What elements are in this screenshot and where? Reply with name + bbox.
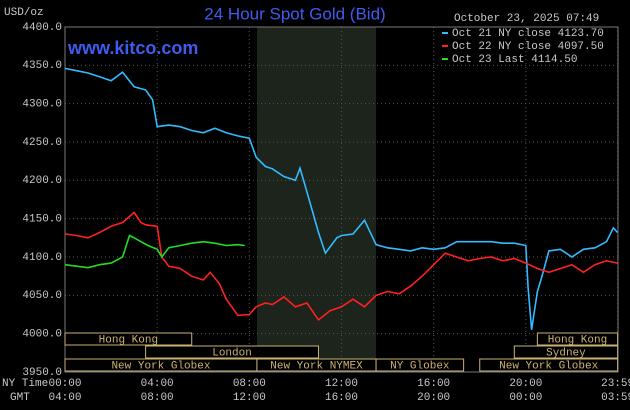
timestamp: October 23, 2025 07:49 xyxy=(454,13,599,25)
y-tick-label: 4400.0 xyxy=(22,22,62,34)
x-tick-label: 16:00 xyxy=(417,378,450,390)
plot-frame xyxy=(64,26,619,373)
chart-title: 24 Hour Spot Gold (Bid) xyxy=(204,4,385,23)
x-axis-label: NY Time xyxy=(2,378,48,390)
x-tick-label: 00:00 xyxy=(48,378,81,390)
y-tick-label: 4300.0 xyxy=(22,99,62,111)
legend-label: Oct 21 NY close 4123.70 xyxy=(452,28,604,40)
x2-tick-label: 04:00 xyxy=(48,392,81,404)
y-tick-label: 4100.0 xyxy=(22,252,62,264)
x2-tick-label: 20:00 xyxy=(417,392,450,404)
x-tick-label: 04:00 xyxy=(141,378,174,390)
shaded-range xyxy=(256,27,377,372)
x-tick-label: 23:59 xyxy=(601,378,630,390)
watermark: www.kitco.com xyxy=(67,38,198,58)
series-line xyxy=(64,211,618,322)
y-tick-label: 4350.0 xyxy=(22,60,62,72)
session-box xyxy=(64,332,193,346)
y-unit: USD/oz xyxy=(4,7,44,19)
session-label: Hong Kong xyxy=(99,334,158,346)
session-box xyxy=(536,332,619,346)
session-label: New York Globex xyxy=(499,360,598,372)
series-line xyxy=(64,67,619,330)
x2-tick-label: 00:00 xyxy=(509,392,542,404)
y-tick-label: 4050.0 xyxy=(22,290,62,302)
x2-tick-label: 16:00 xyxy=(325,392,358,404)
x2-tick-label: 03:59 xyxy=(601,392,630,404)
session-box xyxy=(513,345,619,359)
session-label: NY Globex xyxy=(390,360,450,372)
x2-tick-label: 12:00 xyxy=(233,392,266,404)
y-tick-label: 4200.0 xyxy=(22,175,62,187)
x2-axis-label: GMT xyxy=(10,392,30,404)
y-tick-label: 4150.0 xyxy=(22,214,62,226)
session-box xyxy=(145,345,319,359)
y-tick-label: 4250.0 xyxy=(22,137,62,149)
y-tick-label: 4000.0 xyxy=(22,329,62,341)
x-tick-label: 12:00 xyxy=(325,378,358,390)
x-tick-label: 08:00 xyxy=(233,378,266,390)
session-box xyxy=(375,358,465,372)
y-tick-label: 3950.0 xyxy=(22,367,62,379)
session-label: Hong Kong xyxy=(548,334,607,346)
legend-label: Oct 22 NY close 4097.50 xyxy=(452,41,604,53)
session-label: London xyxy=(212,347,252,359)
x-tick-label: 20:00 xyxy=(509,378,542,390)
session-label: Sydney xyxy=(546,347,586,359)
session-label: New York Globex xyxy=(111,360,210,372)
x2-tick-label: 08:00 xyxy=(141,392,174,404)
series-line xyxy=(64,234,245,269)
session-label: New York NYMEX xyxy=(270,360,363,372)
session-box xyxy=(479,358,619,372)
legend-label: Oct 23 Last 4114.50 xyxy=(452,54,577,66)
